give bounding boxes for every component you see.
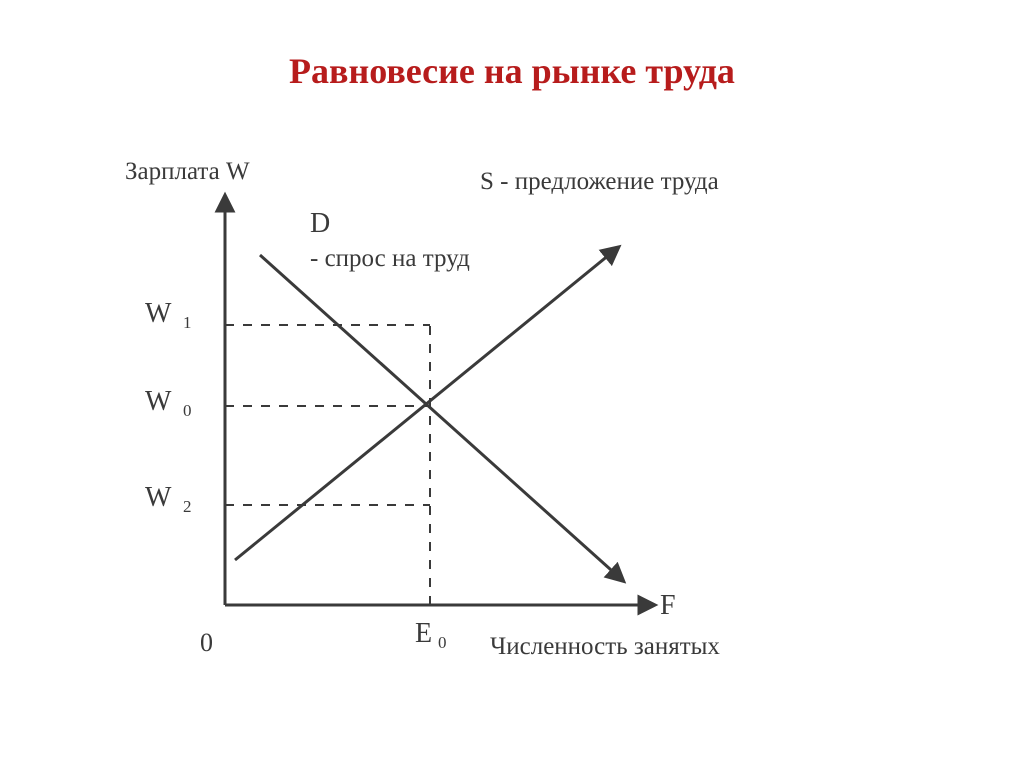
label-E0: E <box>415 618 432 650</box>
label-xaxis: Численность занятых <box>490 633 720 661</box>
supply-curve <box>235 250 615 560</box>
label-zero: 0 <box>200 628 213 658</box>
label-S: S - предложение труда <box>480 168 719 196</box>
page-title: Равновесие на рынке труда <box>0 50 1024 92</box>
label-Dsub: - спрос на труд <box>310 245 470 273</box>
label-W1sub: 1 <box>183 313 192 333</box>
label-W0: W <box>145 386 171 418</box>
demand-curve <box>260 255 620 578</box>
equilibrium-chart: Зарплата W D - спрос на труд S - предложени… <box>60 140 820 720</box>
label-W2sub: 2 <box>183 497 192 517</box>
title-text: Равновесие на рынке труда <box>289 51 735 91</box>
label-D: D <box>310 208 330 240</box>
label-W2: W <box>145 482 171 514</box>
label-F: F <box>660 590 676 622</box>
label-yaxis: Зарплата W <box>125 158 250 186</box>
label-E0sub: 0 <box>438 633 447 653</box>
label-W0sub: 0 <box>183 401 192 421</box>
label-W1: W <box>145 298 171 330</box>
